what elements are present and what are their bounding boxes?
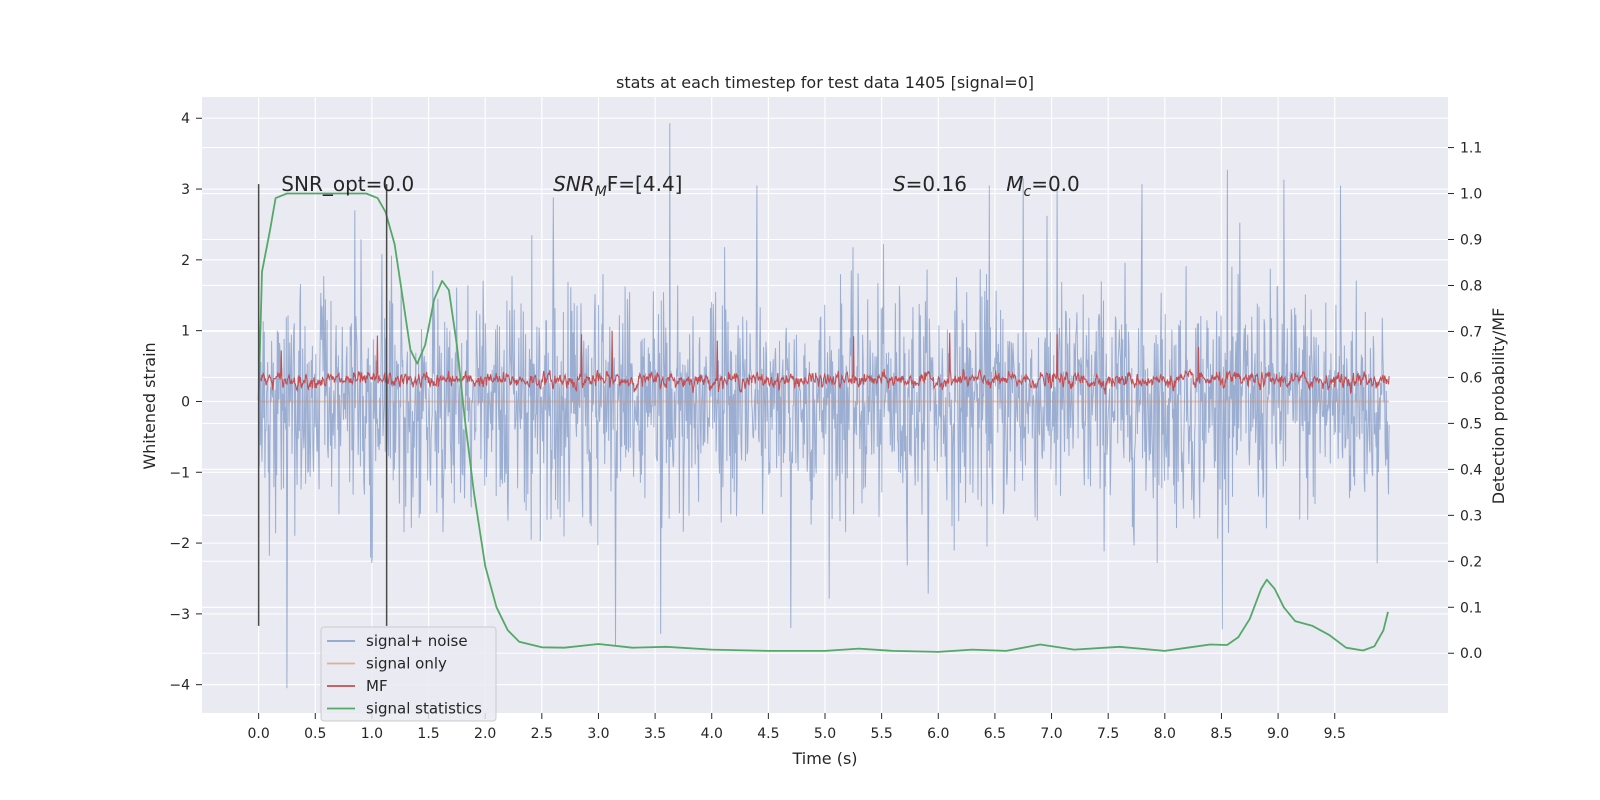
y2-tick-label: 1.1 <box>1460 141 1482 157</box>
y2-tick-label: 0.0 <box>1460 646 1482 662</box>
x-tick-label: 3.5 <box>644 726 666 742</box>
annotation-main: SNR <box>553 172 595 196</box>
y-tick-label: 3 <box>181 182 190 198</box>
x-tick-label: 2.5 <box>531 726 553 742</box>
annotation: SNRMF=[4.4] <box>553 172 682 200</box>
x-tick-label: 0.0 <box>248 726 270 742</box>
annotation: SNR_opt=0.0 <box>281 172 414 196</box>
x-tick-label: 5.5 <box>871 726 893 742</box>
x-axis: 0.0 0.5 1.0 1.5 2.0 2.5 3.0 3.5 4.0 4.5 5.0 5.5 6.0 6… <box>248 713 1346 742</box>
annotation-subscript: M <box>595 184 607 200</box>
x-tick-label: 5.0 <box>814 726 836 742</box>
y2-tick-label: 0.1 <box>1460 600 1482 616</box>
x-tick-label: 3.0 <box>587 726 609 742</box>
x-tick-label: 4.5 <box>757 726 779 742</box>
y-tick-label: 4 <box>181 111 190 127</box>
y2-tick-label: 0.3 <box>1460 508 1482 524</box>
marker-lines <box>257 184 388 626</box>
annotation-main: SNR_opt=0.0 <box>281 172 414 196</box>
y2-axis: 0.0 0.1 0.2 0.3 0.4 0.5 0.6 0.7 0.8 0.9 1.0 1.1 <box>1448 141 1482 662</box>
series-line-mf <box>258 330 1390 395</box>
x-tick-label: 9.5 <box>1324 726 1346 742</box>
annotation-value: =0.16 <box>906 172 967 196</box>
series-line-signal-statistics <box>257 192 1389 653</box>
legend-entry: signal only <box>366 655 447 673</box>
annotation-main: S <box>893 172 906 196</box>
y-tick-label: −1 <box>169 465 190 481</box>
y-tick-label: −3 <box>169 607 190 623</box>
series-layer <box>257 123 1390 689</box>
series-line-signal-noise <box>258 123 1390 689</box>
annotation-subscript: c <box>1024 184 1032 200</box>
y-tick-label: −2 <box>169 536 190 552</box>
annotation-value: =0.0 <box>1031 172 1080 196</box>
annotations: SNR_opt=0.0 SNRMF=[4.4] S=0.16 Mc=0.0 <box>281 172 1079 200</box>
annotation-main: M <box>1006 172 1023 196</box>
y-tick-label: 2 <box>181 253 190 269</box>
x-tick-label: 8.5 <box>1210 726 1232 742</box>
legend-entry: signal statistics <box>366 700 482 718</box>
x-tick-label: 8.0 <box>1154 726 1176 742</box>
x-tick-label: 2.0 <box>474 726 496 742</box>
y-tick-label: 1 <box>181 324 190 340</box>
annotation: Mc=0.0 <box>1006 172 1080 200</box>
y2-tick-label: 0.5 <box>1460 416 1482 432</box>
annotation: S=0.16 <box>893 172 967 196</box>
y-axis-label: Whitened strain <box>140 342 159 469</box>
x-tick-label: 1.5 <box>417 726 439 742</box>
x-tick-label: 4.0 <box>701 726 723 742</box>
y-tick-label: −4 <box>169 678 190 694</box>
x-tick-label: 0.5 <box>304 726 326 742</box>
x-tick-label: 6.0 <box>927 726 949 742</box>
legend-box <box>320 626 497 722</box>
y2-tick-label: 0.8 <box>1460 278 1482 294</box>
y-axis: −4 −3 −2 −1 0 1 2 3 4 <box>169 111 202 694</box>
x-tick-label: 9.0 <box>1267 726 1289 742</box>
y2-tick-label: 0.7 <box>1460 324 1482 340</box>
annotation-value: F=[4.4] <box>607 172 683 196</box>
y2-tick-label: 0.2 <box>1460 554 1482 570</box>
y2-tick-label: 0.4 <box>1460 462 1482 478</box>
x-tick-label: 7.0 <box>1040 726 1062 742</box>
y2-axis-label: Detection probability/MF <box>1489 308 1508 505</box>
x-tick-label: 1.0 <box>361 726 383 742</box>
chart-title: stats at each timestep for test data 140… <box>616 73 1034 92</box>
x-tick-label: 6.5 <box>984 726 1006 742</box>
y2-tick-label: 0.9 <box>1460 233 1482 249</box>
x-tick-label: 7.5 <box>1097 726 1119 742</box>
y2-tick-label: 0.6 <box>1460 370 1482 386</box>
legend: signal+ noise signal only MF signal statist… <box>320 626 497 722</box>
x-axis-label: Time (s) <box>791 749 857 768</box>
legend-entry: MF <box>366 677 388 695</box>
y-tick-label: 0 <box>181 394 190 410</box>
y2-tick-label: 1.0 <box>1460 187 1482 203</box>
legend-entry: signal+ noise <box>366 632 468 650</box>
